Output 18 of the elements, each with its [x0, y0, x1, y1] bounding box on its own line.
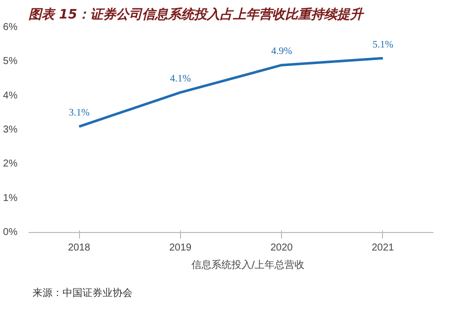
y-tick-label: 5%	[3, 56, 18, 68]
data-label: 4.1%	[170, 73, 191, 84]
data-label: 4.9%	[271, 46, 292, 58]
x-tick-label: 2020	[270, 242, 294, 254]
chart-title: 图表 15：证券公司信息系统投入占上年营收比重持续提升	[28, 6, 366, 22]
text: 信息系统投入/上年总营收	[191, 258, 305, 272]
y-tick-label: 3%	[3, 124, 18, 136]
data-label: 3.1%	[68, 108, 90, 119]
x-tick-label: 2021	[372, 242, 394, 254]
y-tick-label: 4%	[3, 90, 18, 102]
y-tick-label: 1%	[3, 192, 18, 204]
x-tick-label: 2018	[68, 242, 91, 254]
y-tick-label: 0%	[3, 227, 18, 238]
y-tick-label: 2%	[3, 158, 18, 170]
x-tick-label: 2019	[169, 242, 192, 254]
y-tick-label: 6%	[3, 22, 18, 33]
source-note: 来源：中国证券业协会	[32, 287, 133, 300]
data-label: 5.1%	[372, 39, 394, 50]
